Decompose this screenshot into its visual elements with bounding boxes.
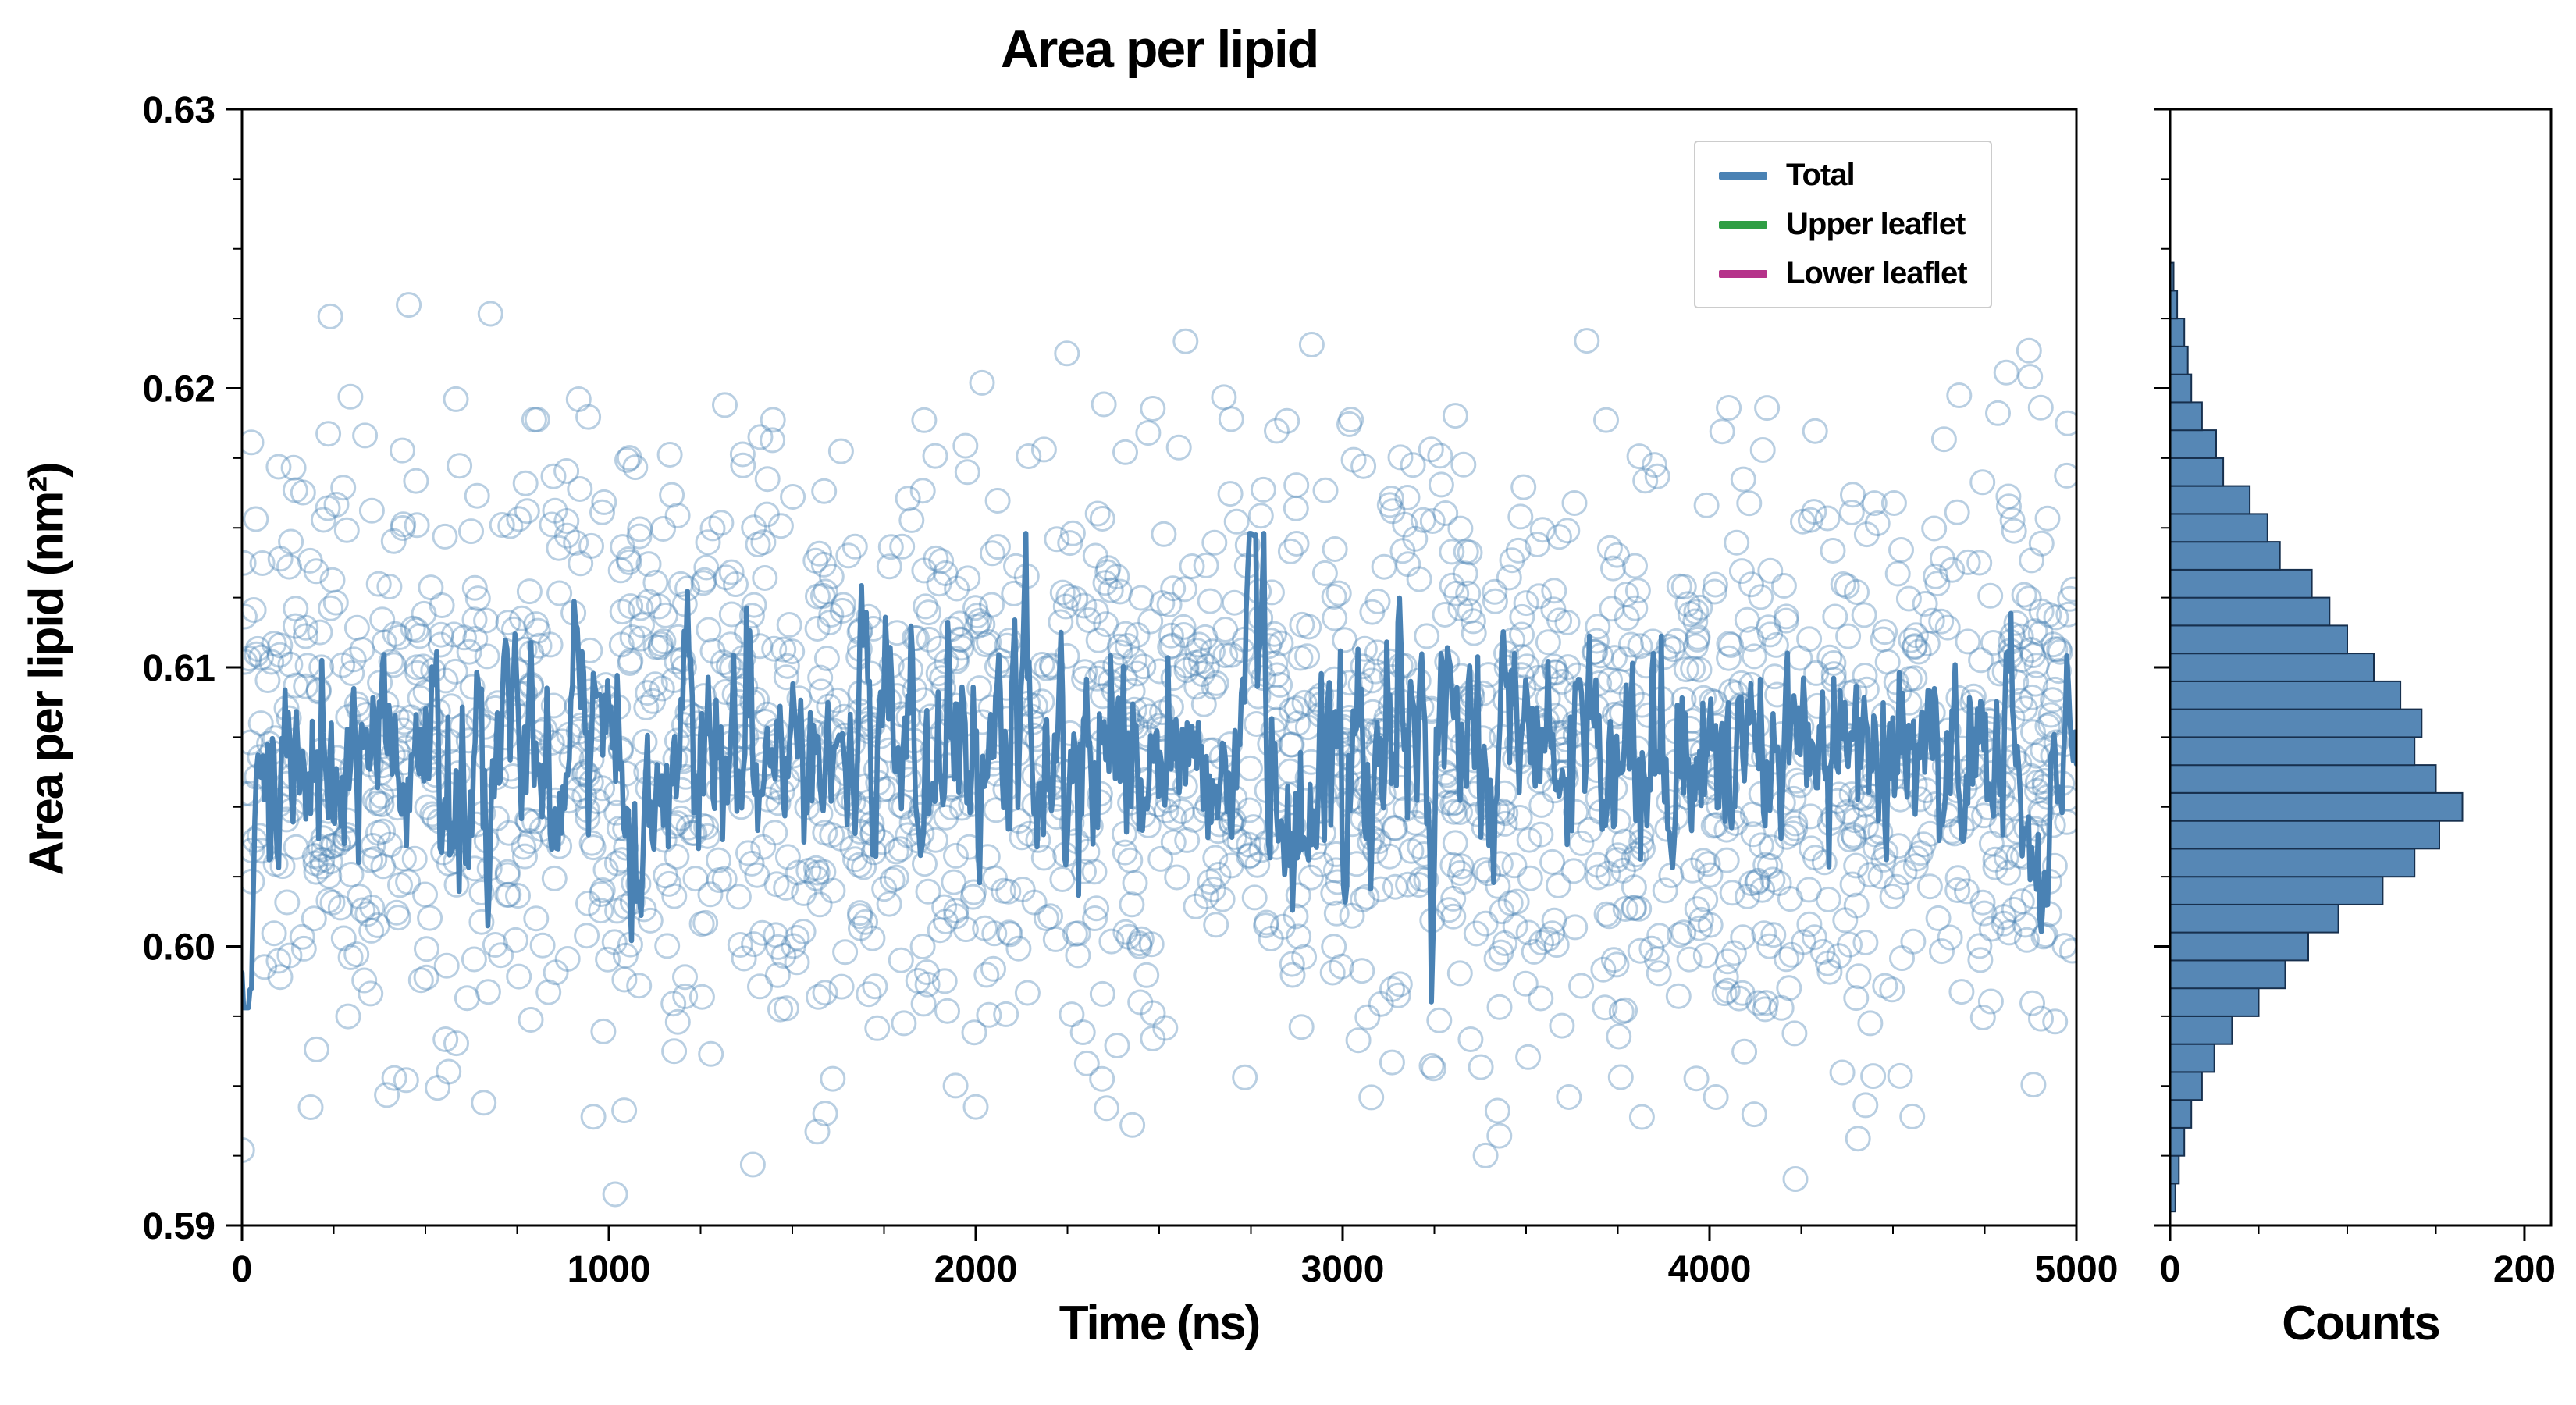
legend-label-lower-leaflet: Lower leaflet [1786, 256, 1968, 290]
hist-x-tick-label: 200 [2493, 1249, 2556, 1290]
y-axis-label: Area per lipid (nm²) [20, 463, 74, 876]
x-tick-label: 0 [232, 1249, 253, 1290]
x-tick-label: 3000 [1301, 1249, 1385, 1290]
axes-spines [240, 108, 2553, 1227]
legend: Total Upper leaflet Lower leaflet [1694, 140, 1992, 308]
legend-swatch-lower-leaflet [1719, 269, 1767, 278]
x-tick-label: 1000 [568, 1249, 651, 1290]
legend-label-total: Total [1786, 158, 1856, 192]
legend-swatch-total [1719, 171, 1767, 180]
histogram-bars [2170, 261, 2464, 1213]
legend-item-lower-leaflet: Lower leaflet [1719, 256, 1968, 291]
legend-swatch-upper-leaflet [1719, 220, 1767, 229]
y-tick-label: 0.59 [143, 1206, 215, 1247]
axes-ticks: 0 1000 2000 3000 4000 50000.590.600.610.620.6… [143, 90, 2556, 1290]
hist-x-tick-label: 0 [2160, 1249, 2181, 1290]
chart-title: Area per lipid [1000, 20, 1320, 79]
y-tick-label: 0.61 [143, 648, 215, 689]
x-tick-label: 5000 [2035, 1249, 2119, 1290]
y-tick-label: 0.63 [143, 90, 215, 131]
legend-item-total: Total [1719, 158, 1967, 193]
counts-axis-label: Counts [2282, 1297, 2441, 1350]
mean-line [242, 531, 2076, 1011]
y-tick-label: 0.62 [143, 369, 215, 411]
legend-label-upper-leaflet: Upper leaflet [1786, 207, 1966, 241]
legend-item-upper-leaflet: Upper leaflet [1719, 207, 1967, 242]
x-tick-label: 2000 [934, 1249, 1018, 1290]
x-axis-label: Time (ns) [1059, 1297, 1261, 1350]
x-tick-label: 4000 [1668, 1249, 1752, 1290]
y-tick-label: 0.60 [143, 927, 215, 969]
